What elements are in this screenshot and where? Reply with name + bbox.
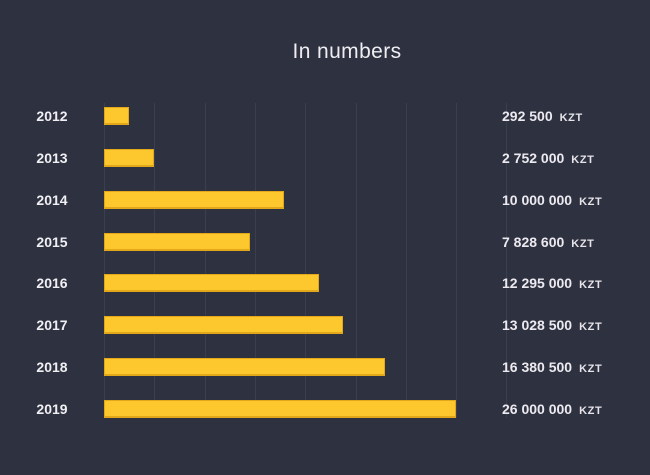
value-label: 10 000 000 KZT — [502, 182, 602, 218]
unit-label: KZT — [571, 237, 595, 250]
value-label: 2 752 000 KZT — [502, 140, 594, 176]
value-label: 292 500 KZT — [502, 98, 583, 134]
chart-row: 2014 10 000 000 KZT — [0, 182, 650, 218]
chart-row: 2012 292 500 KZT — [0, 98, 650, 134]
year-label: 2017 — [36, 317, 68, 334]
value-number: 10 000 000 — [502, 191, 573, 208]
year-label: 2019 — [36, 401, 68, 418]
value-number: 12 295 000 — [502, 275, 573, 292]
unit-label: KZT — [579, 195, 603, 208]
chart-row: 2015 7 828 600 KZT — [0, 224, 650, 260]
chart-row: 2018 16 380 500 KZT — [0, 349, 650, 385]
year-label: 2015 — [36, 233, 68, 250]
chart-row: 2019 26 000 000 KZT — [0, 391, 650, 427]
value-number: 26 000 000 — [502, 401, 573, 418]
chart-row: 2017 13 028 500 KZT — [0, 307, 650, 343]
unit-label: KZT — [579, 405, 603, 418]
value-label: 13 028 500 KZT — [502, 307, 602, 343]
value-label: 26 000 000 KZT — [502, 391, 602, 427]
chart-row: 2016 12 295 000 KZT — [0, 265, 650, 301]
value-label: 16 380 500 KZT — [502, 349, 602, 385]
unit-label: KZT — [579, 321, 603, 334]
year-label: 2014 — [36, 191, 68, 208]
value-number: 292 500 — [502, 108, 553, 124]
value-bar — [104, 107, 129, 125]
value-bar — [104, 400, 456, 419]
value-bar — [104, 190, 284, 209]
unit-label: KZT — [571, 153, 595, 166]
unit-label: KZT — [579, 363, 603, 376]
value-bar — [104, 232, 250, 251]
value-number: 2 752 000 — [502, 149, 565, 166]
value-number: 7 828 600 — [502, 233, 565, 250]
year-label: 2016 — [36, 275, 68, 292]
chart-title: In numbers — [292, 40, 402, 63]
value-label: 12 295 000 KZT — [502, 265, 602, 301]
unit-label: KZT — [579, 279, 603, 292]
value-bar — [104, 274, 319, 293]
chart-row: 2013 2 752 000 KZT — [0, 140, 650, 176]
value-number: 16 380 500 — [502, 359, 573, 376]
value-label: 7 828 600 KZT — [502, 224, 594, 260]
unit-label: KZT — [559, 112, 583, 124]
year-label: 2018 — [36, 359, 68, 376]
year-label: 2013 — [36, 149, 68, 166]
value-bar — [104, 358, 385, 377]
year-label: 2012 — [36, 108, 68, 124]
value-number: 13 028 500 — [502, 317, 573, 334]
value-bar — [104, 148, 154, 167]
value-bar — [104, 316, 343, 335]
